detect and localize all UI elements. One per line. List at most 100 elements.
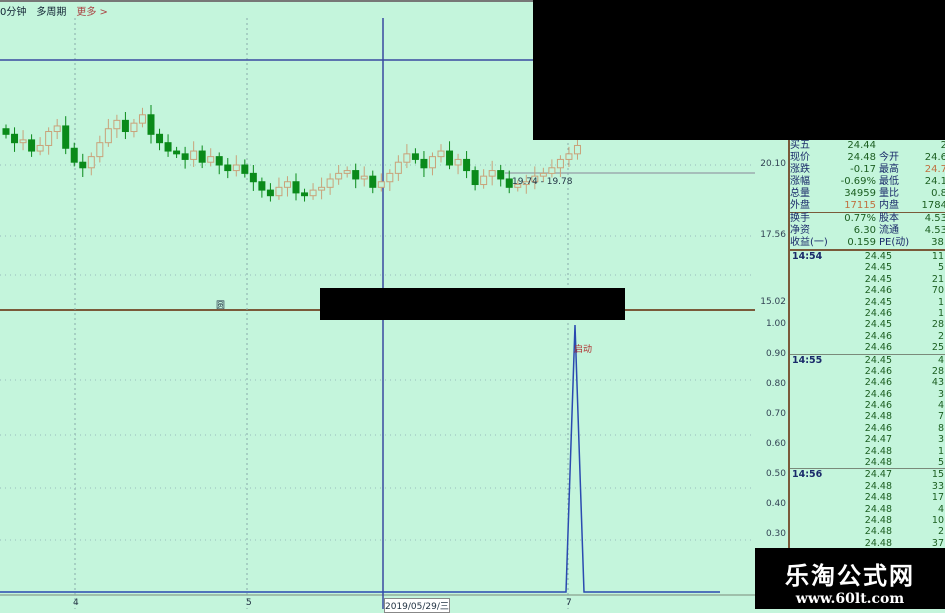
candle-body (505, 178, 513, 188)
candle-body (87, 156, 95, 169)
x-label: 7 (566, 598, 572, 608)
quote-value: 34959 (844, 188, 876, 199)
tick-volume: 17 (931, 492, 944, 504)
tick-row: 24.47 3 (790, 434, 945, 445)
tick-row: 24.48 33 (790, 481, 945, 492)
tick-row: 24.45 5 (790, 262, 945, 273)
candle-body (241, 164, 249, 174)
tick-row: 14:54 24.45 11 (790, 251, 945, 262)
candle-body (173, 150, 181, 155)
tick-price: 24.48 (864, 537, 892, 548)
indicator-tick-label: 0.90 (765, 349, 786, 359)
candle-body (215, 156, 223, 166)
tick-time (790, 492, 852, 503)
candle-body (386, 172, 394, 183)
candle-body (522, 181, 530, 186)
tick-volume: 1 (937, 445, 944, 457)
watermark-url: www.60lt.com (795, 591, 905, 607)
quote-key: 量比 (879, 188, 899, 199)
price-tick-label: 20.10 (760, 159, 786, 169)
indicator-tick-label: 0.40 (765, 499, 786, 509)
quote-row: 现价 24.48 今开 24.6 (790, 152, 945, 164)
candle-body (138, 114, 146, 124)
tick-time (790, 366, 852, 377)
tick-time (790, 285, 852, 296)
quote-value: 24.7 (924, 164, 945, 175)
candle-body (420, 158, 428, 169)
tick-volume: 37 (931, 537, 944, 548)
tick-time (790, 262, 852, 273)
price-axis: 20.10 17.56 15.02 1.00 0.90 0.80 0.70 0.60 0.50 0… (755, 140, 788, 610)
tick-price: 24.48 (864, 492, 892, 504)
candle-body (96, 142, 104, 158)
quote-value: 6.30 (853, 225, 876, 236)
tick-price: 24.46 (864, 365, 892, 377)
candle-body (121, 119, 129, 133)
tick-price: 24.46 (864, 342, 892, 354)
tick-row: 14:55 24.45 4 (790, 355, 945, 366)
candle-body (318, 186, 326, 191)
candle-body (480, 175, 488, 186)
quote-value: -0.69% (840, 176, 876, 187)
candle-body (446, 150, 454, 166)
tick-volume: 28 (931, 319, 944, 331)
more-button[interactable]: 更多 > (76, 6, 108, 18)
quote-key: 净资 (790, 225, 810, 236)
candle-body (130, 122, 138, 133)
candle-body (565, 153, 573, 160)
tick-volume: 43 (931, 377, 944, 389)
tick-volume: 5 (937, 262, 944, 274)
candle-body (266, 189, 274, 197)
signal-label: 启动 (574, 343, 592, 355)
quote-key: 内盘 (879, 200, 899, 211)
tick-row: 24.46 3 (790, 389, 945, 400)
tick-row: 24.46 2 (790, 331, 945, 342)
candle-body (326, 178, 334, 188)
tick-price: 24.45 (864, 319, 892, 331)
quote-row: 净资 6.30 流通 4.53 (790, 225, 945, 237)
chart-area[interactable]: 19.74 - 19.78 圆启动 (0, 0, 755, 609)
toolbar: 0分钟 多周期 更多 > (0, 0, 533, 18)
quote-key: 流通 (879, 225, 899, 236)
candle-body (403, 153, 411, 163)
indicator-tick-label: 0.30 (765, 529, 786, 539)
candle-body (573, 144, 581, 155)
tick-time (790, 423, 852, 434)
tick-price: 24.45 (864, 251, 892, 262)
tick-price: 24.46 (864, 330, 892, 342)
watermark: 乐淘公式网 www.60lt.com (755, 548, 945, 609)
tick-time (790, 342, 852, 353)
marker-label: 圆 (216, 300, 225, 311)
quote-row: 外盘 17115 内盘 1784 (790, 200, 945, 212)
candle-body (394, 161, 402, 174)
indicator-tick-label: 0.50 (765, 469, 786, 479)
candle-body (309, 189, 317, 197)
candle-body (181, 153, 189, 160)
tick-volume: 5 (937, 457, 944, 469)
candle-body (104, 128, 112, 144)
quote-row: 买五 24.44 2 (790, 140, 945, 152)
tick-price: 24.45 (864, 296, 892, 308)
range-label: 19.74 - 19.78 (512, 177, 573, 187)
x-label-current: 2019/05/29/三 (384, 598, 450, 613)
candle-body (19, 139, 27, 144)
tick-row: 24.48 1 (790, 446, 945, 457)
candle-body (28, 139, 36, 152)
tick-time (790, 400, 852, 411)
multi-period-tab[interactable]: 多周期 (36, 6, 67, 18)
period-tab[interactable]: 0分钟 (0, 6, 27, 18)
tick-volume: 7 (937, 411, 944, 423)
tick-time: 14:55 (792, 354, 823, 366)
tick-volume: 28 (931, 365, 944, 377)
quote-row: 涨幅 -0.69% 最低 24.1 (790, 176, 945, 188)
watermark-name: 乐淘公式网 (785, 562, 915, 590)
tick-row: 24.45 1 (790, 297, 945, 308)
candle-body (224, 164, 232, 172)
tick-volume: 2 (937, 526, 944, 538)
price-tick-label: 15.02 (760, 297, 786, 307)
tick-time (790, 434, 852, 445)
quote-key: 最高 (879, 164, 899, 175)
quote-value: 38. (931, 237, 945, 248)
x-label: 5 (246, 598, 252, 608)
